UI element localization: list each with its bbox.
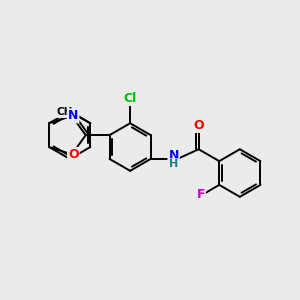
Text: N: N — [68, 110, 78, 122]
Text: F: F — [196, 188, 205, 201]
Text: CH₃: CH₃ — [57, 107, 78, 117]
Text: Cl: Cl — [124, 92, 137, 105]
Text: O: O — [68, 148, 79, 161]
Text: N: N — [168, 149, 179, 162]
Text: O: O — [193, 119, 204, 132]
Text: H: H — [169, 159, 178, 169]
